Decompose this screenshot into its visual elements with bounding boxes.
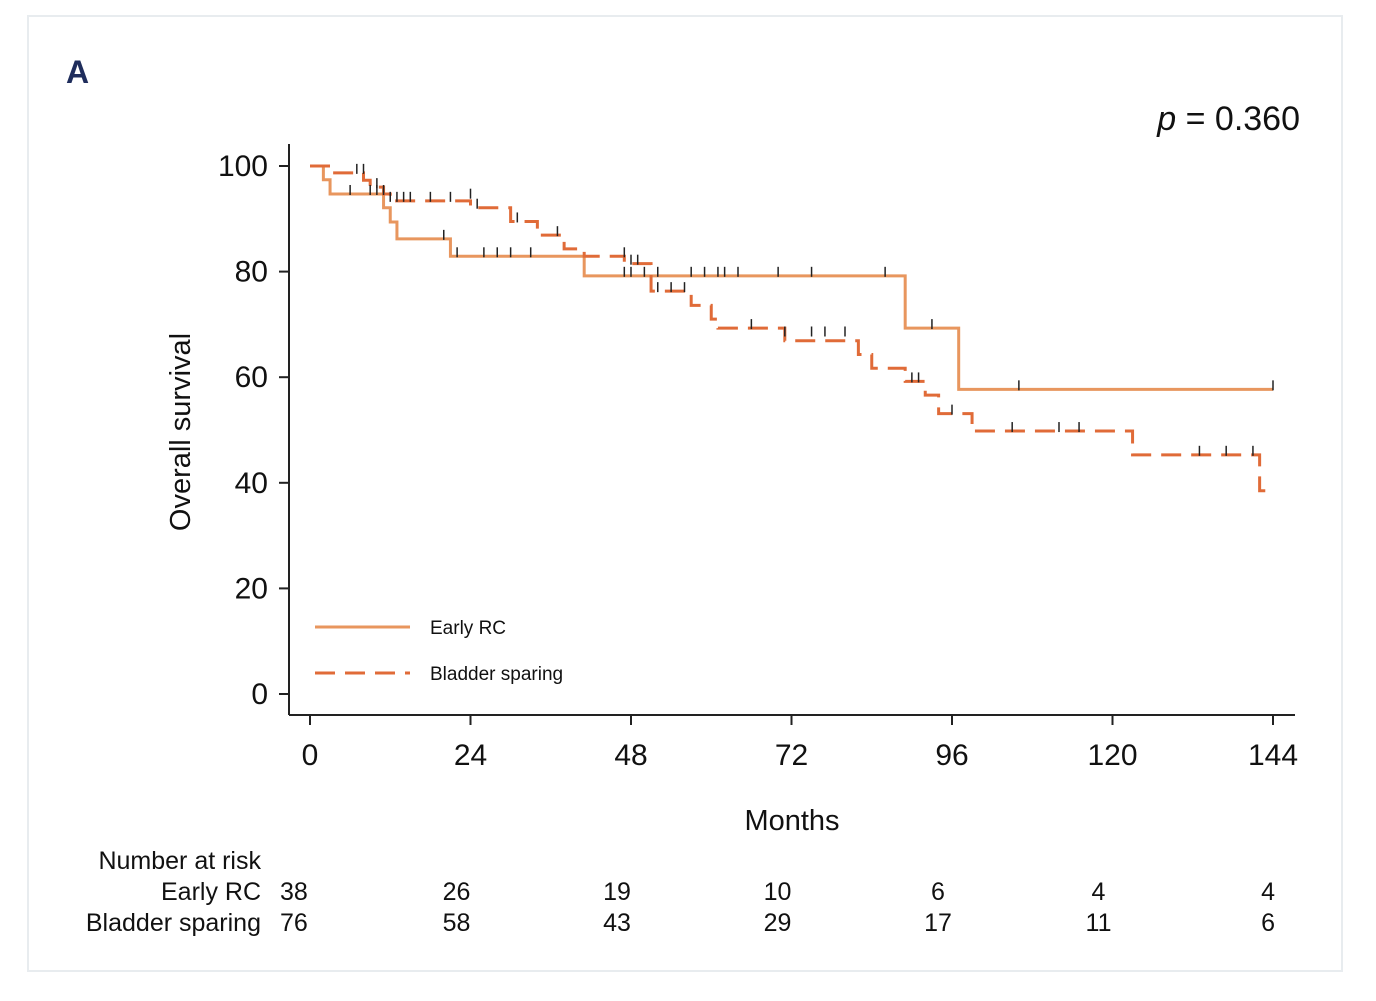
legend-label-bladder-sparing: Bladder sparing [430,664,563,685]
x-axis-title: Months [744,805,839,837]
risk-value: 43 [603,909,631,937]
x-tick-label: 24 [454,739,487,772]
risk-table-header: Number at risk [98,847,261,875]
censor-marks [349,163,1274,456]
y-tick-label: 20 [235,572,268,605]
risk-value: 10 [764,878,792,906]
risk-value: 19 [603,878,631,906]
risk-value: 38 [280,878,308,906]
y-tick-label: 60 [235,361,268,394]
legend-label-early-rc: Early RC [430,618,506,639]
y-tick-label: 40 [235,467,268,500]
risk-row-label-bladder-sparing: Bladder sparing [86,909,261,937]
risk-values: 38 26 19 10 6 4 4 76 58 43 29 17 11 6 [280,878,1275,937]
y-axis-title: Overall survival [165,333,197,531]
risk-value: 29 [764,909,792,937]
p-value: p = 0.360 [1156,100,1300,138]
p-value-text: = 0.360 [1176,100,1300,138]
y-tick-label: 100 [218,150,268,183]
risk-value: 4 [1261,878,1275,906]
risk-value: 6 [931,878,945,906]
x-tick-label: 144 [1248,739,1298,772]
x-ticks: 0 24 48 72 96 120 144 [302,715,1298,772]
risk-row-label-early-rc: Early RC [161,878,261,906]
x-tick-label: 96 [935,739,968,772]
x-tick-label: 48 [614,739,647,772]
risk-value: 58 [443,909,471,937]
risk-value: 4 [1092,878,1106,906]
risk-value: 26 [443,878,471,906]
p-value-symbol: p [1156,100,1176,138]
risk-value: 17 [924,909,952,937]
x-tick-label: 120 [1087,739,1137,772]
risk-value: 6 [1261,909,1275,937]
x-tick-label: 72 [775,739,808,772]
curve-early-rc [310,164,1273,391]
figure-frame [27,15,1343,972]
legend: Early RC Bladder sparing [315,618,563,685]
y-tick-label: 80 [235,256,268,289]
panel-label: A [66,54,89,90]
y-ticks: 100 80 60 40 20 0 [218,150,289,711]
risk-value: 11 [1086,909,1112,937]
y-tick-label: 0 [251,678,268,711]
risk-table: Number at risk Early RC Bladder sparing … [86,847,1275,937]
risk-value: 76 [280,909,308,937]
x-tick-label: 0 [302,739,319,772]
